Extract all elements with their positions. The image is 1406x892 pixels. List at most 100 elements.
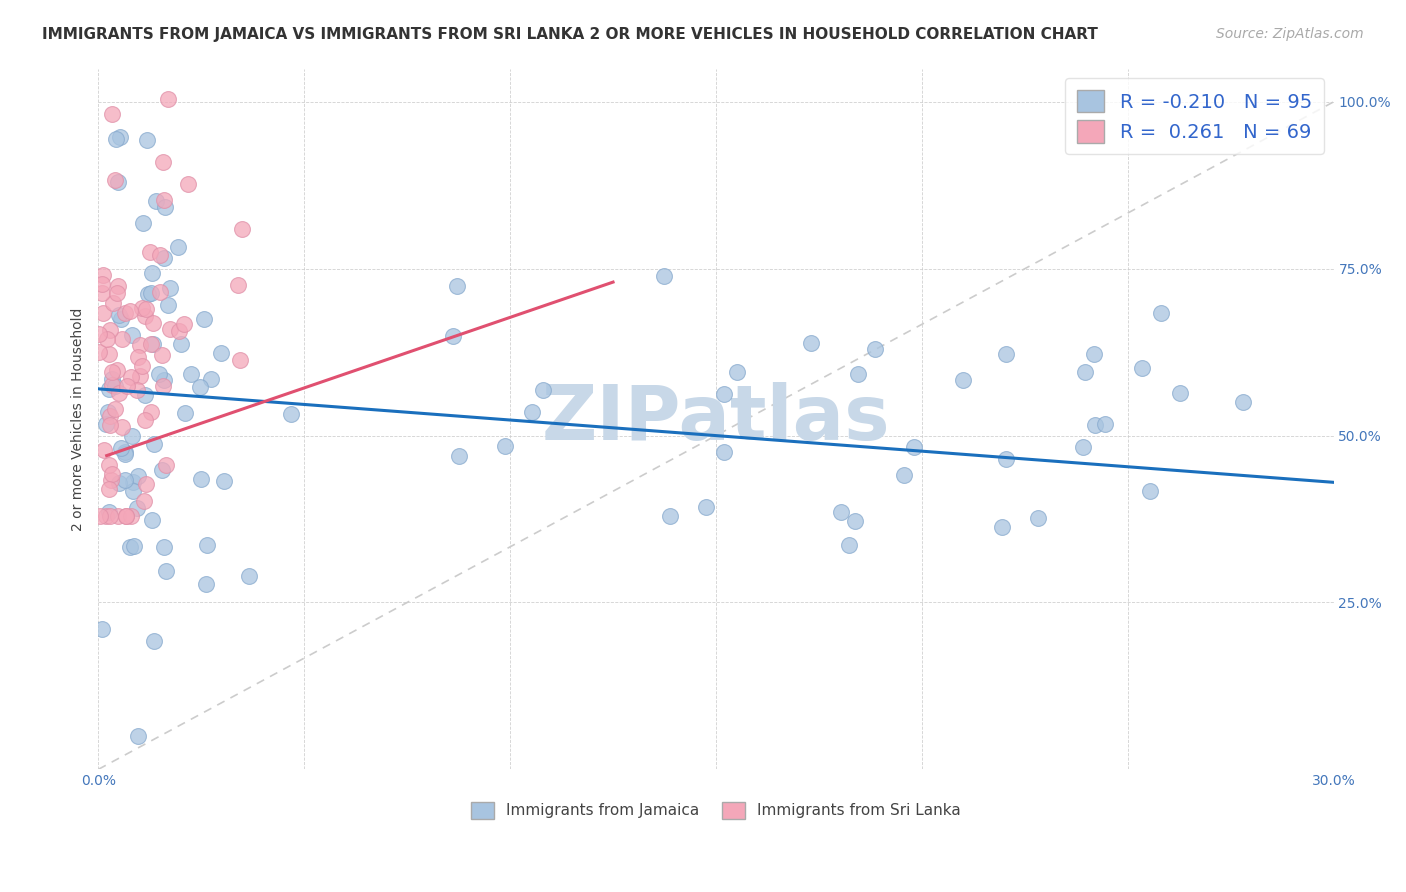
Point	[100, 508, 122, 523]
Point	[522, 405, 544, 419]
Point	[110, 420, 132, 434]
Point	[153, 200, 176, 214]
Point	[134, 494, 156, 508]
Point	[153, 372, 176, 386]
Text: Source: ZipAtlas.com: Source: ZipAtlas.com	[1216, 27, 1364, 41]
Point	[446, 279, 468, 293]
Point	[152, 251, 174, 265]
Point	[1071, 441, 1094, 455]
Point	[120, 370, 142, 384]
Point	[110, 311, 132, 326]
Point	[114, 508, 136, 523]
Point	[97, 505, 120, 519]
Point	[142, 336, 165, 351]
Point	[200, 372, 222, 386]
Point	[214, 474, 236, 488]
Point	[108, 386, 131, 401]
Point	[87, 326, 110, 341]
Point	[695, 500, 717, 514]
Point	[89, 508, 111, 523]
Point	[120, 541, 142, 555]
Point	[87, 345, 110, 359]
Point	[167, 239, 190, 253]
Point	[177, 178, 200, 192]
Point	[148, 367, 170, 381]
Point	[830, 505, 852, 519]
Point	[101, 107, 124, 121]
Point	[149, 248, 172, 262]
Point	[531, 384, 554, 398]
Point	[844, 514, 866, 528]
Point	[96, 332, 118, 346]
Point	[170, 336, 193, 351]
Y-axis label: 2 or more Vehicles in Household: 2 or more Vehicles in Household	[72, 307, 86, 531]
Point	[127, 729, 149, 743]
Point	[893, 468, 915, 483]
Point	[226, 277, 249, 292]
Point	[134, 412, 156, 426]
Point	[441, 329, 464, 343]
Point	[91, 286, 114, 301]
Point	[98, 409, 121, 423]
Point	[108, 475, 131, 490]
Point	[125, 383, 148, 397]
Point	[194, 576, 217, 591]
Point	[188, 380, 211, 394]
Point	[134, 388, 156, 402]
Point	[1168, 385, 1191, 400]
Point	[159, 281, 181, 295]
Point	[134, 309, 156, 323]
Point	[447, 449, 470, 463]
Point	[153, 540, 176, 554]
Point	[1074, 365, 1097, 379]
Point	[101, 378, 124, 392]
Point	[115, 379, 138, 393]
Point	[1139, 484, 1161, 499]
Point	[100, 473, 122, 487]
Point	[145, 194, 167, 208]
Point	[93, 443, 115, 458]
Point	[136, 287, 159, 301]
Point	[863, 343, 886, 357]
Point	[124, 539, 146, 553]
Point	[94, 417, 117, 432]
Point	[838, 538, 860, 552]
Point	[173, 406, 195, 420]
Point	[150, 463, 173, 477]
Point	[127, 468, 149, 483]
Point	[195, 538, 218, 552]
Point	[1149, 306, 1171, 320]
Point	[114, 508, 136, 523]
Point	[157, 298, 180, 312]
Point	[136, 133, 159, 147]
Point	[132, 216, 155, 230]
Point	[238, 569, 260, 583]
Point	[98, 482, 121, 496]
Point	[846, 368, 869, 382]
Point	[990, 520, 1012, 534]
Point	[149, 285, 172, 299]
Point	[229, 353, 252, 368]
Point	[995, 347, 1018, 361]
Point	[100, 467, 122, 481]
Point	[155, 564, 177, 578]
Point	[652, 268, 675, 283]
Point	[1130, 360, 1153, 375]
Point	[98, 323, 121, 337]
Point	[105, 363, 128, 377]
Point	[97, 458, 120, 472]
Point	[143, 634, 166, 648]
Point	[209, 346, 232, 360]
Point	[103, 295, 125, 310]
Point	[131, 301, 153, 315]
Point	[1232, 395, 1254, 409]
Point	[120, 508, 142, 523]
Point	[104, 401, 127, 416]
Point	[91, 306, 114, 320]
Point	[141, 513, 163, 527]
Point	[141, 266, 163, 280]
Point	[169, 324, 191, 338]
Point	[104, 379, 127, 393]
Point	[129, 337, 152, 351]
Point	[1094, 417, 1116, 431]
